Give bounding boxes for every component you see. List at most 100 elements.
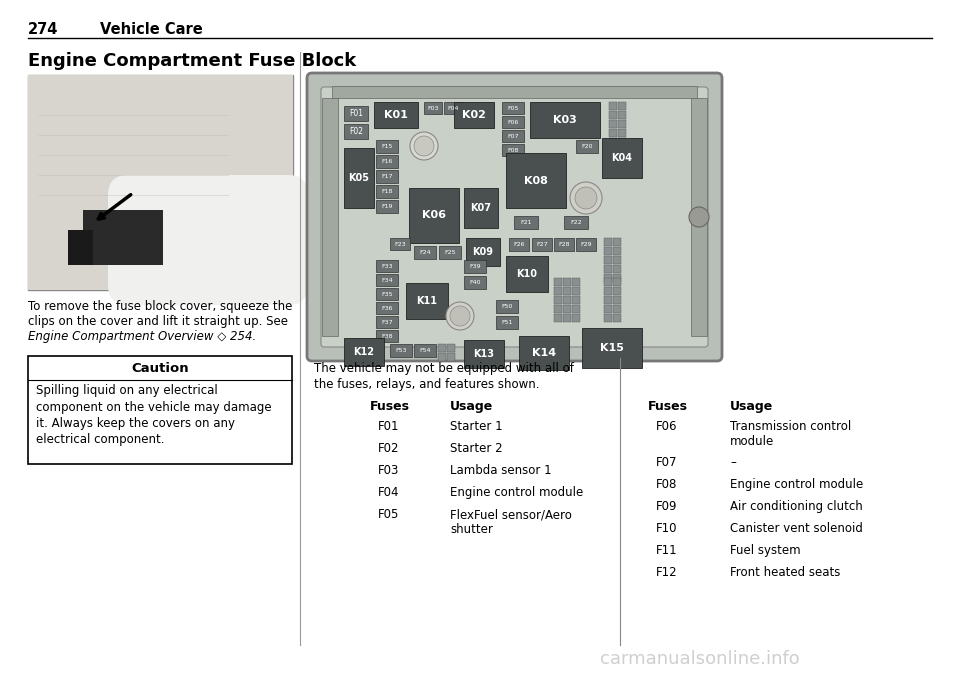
Text: Transmission control: Transmission control — [730, 420, 852, 433]
Bar — [514, 216, 538, 229]
Bar — [618, 138, 626, 146]
Bar — [572, 305, 580, 313]
Bar — [609, 147, 617, 155]
Bar — [604, 247, 612, 255]
Bar — [464, 188, 498, 228]
Bar — [563, 287, 571, 295]
Bar — [376, 302, 398, 314]
Text: Lambda sensor 1: Lambda sensor 1 — [450, 464, 552, 477]
Text: K01: K01 — [384, 110, 408, 120]
Bar — [344, 148, 374, 208]
Circle shape — [410, 132, 438, 160]
Text: F33: F33 — [381, 264, 393, 268]
Text: Spilling liquid on any electrical: Spilling liquid on any electrical — [36, 384, 218, 397]
Bar — [376, 316, 398, 328]
Bar — [554, 287, 562, 295]
Bar — [509, 238, 529, 251]
FancyBboxPatch shape — [108, 175, 308, 305]
Bar — [464, 260, 486, 273]
Text: F23: F23 — [395, 241, 406, 247]
Bar — [554, 296, 562, 304]
Bar — [447, 353, 455, 361]
Bar — [691, 98, 707, 336]
Bar — [618, 102, 626, 110]
Bar — [444, 102, 462, 114]
Bar — [613, 287, 621, 295]
Text: Usage: Usage — [730, 400, 773, 413]
Text: F22: F22 — [570, 220, 582, 225]
Text: F24: F24 — [420, 250, 431, 255]
Bar — [613, 305, 621, 313]
Bar — [613, 238, 621, 246]
Bar — [563, 278, 571, 286]
Text: F03: F03 — [378, 464, 399, 477]
Bar — [506, 153, 566, 208]
Text: F10: F10 — [656, 522, 678, 535]
Bar — [28, 356, 292, 464]
Text: Engine Compartment Overview ◇ 254.: Engine Compartment Overview ◇ 254. — [28, 330, 256, 343]
Text: Front heated seats: Front heated seats — [730, 566, 840, 579]
Text: F05: F05 — [378, 508, 399, 521]
Bar — [609, 129, 617, 137]
Bar — [519, 336, 569, 370]
Text: To remove the fuse block cover, squeeze the: To remove the fuse block cover, squeeze … — [28, 300, 293, 313]
Bar — [502, 144, 524, 156]
Text: K09: K09 — [472, 247, 493, 257]
Bar — [554, 314, 562, 322]
Bar — [376, 274, 398, 286]
Text: Fuel system: Fuel system — [730, 544, 801, 557]
Text: F28: F28 — [559, 242, 569, 247]
Text: F08: F08 — [507, 148, 518, 153]
Text: F25: F25 — [444, 250, 456, 255]
Bar — [390, 344, 412, 357]
Text: F54: F54 — [420, 348, 431, 353]
Text: F36: F36 — [381, 306, 393, 311]
Text: FlexFuel sensor/Aero: FlexFuel sensor/Aero — [450, 508, 572, 521]
Bar — [604, 278, 612, 286]
Text: Usage: Usage — [450, 400, 493, 413]
Text: carmanualsonline.info: carmanualsonline.info — [600, 650, 800, 668]
Text: clips on the cover and lift it straight up. See: clips on the cover and lift it straight … — [28, 315, 288, 328]
Text: K04: K04 — [612, 153, 633, 163]
Text: F15: F15 — [381, 144, 393, 149]
Text: F34: F34 — [381, 277, 393, 283]
Bar — [563, 305, 571, 313]
Bar — [83, 210, 163, 265]
Text: K14: K14 — [532, 348, 556, 358]
Bar — [554, 238, 574, 251]
Text: F07: F07 — [656, 456, 678, 469]
Bar — [454, 102, 494, 128]
Bar — [344, 338, 384, 366]
Bar — [604, 296, 612, 304]
Text: F06: F06 — [507, 119, 518, 125]
Bar — [376, 185, 398, 198]
Text: K10: K10 — [516, 269, 538, 279]
Bar — [502, 102, 524, 114]
Text: Starter 2: Starter 2 — [450, 442, 503, 455]
Text: 274: 274 — [28, 22, 59, 37]
Bar — [502, 130, 524, 142]
Bar — [576, 238, 596, 251]
Text: F51: F51 — [501, 320, 513, 325]
Bar — [554, 305, 562, 313]
Text: F21: F21 — [520, 220, 532, 225]
Bar — [613, 314, 621, 322]
Bar — [572, 314, 580, 322]
Text: F37: F37 — [381, 319, 393, 325]
Bar — [28, 75, 293, 290]
Text: it. Always keep the covers on any: it. Always keep the covers on any — [36, 417, 235, 430]
Text: Air conditioning clutch: Air conditioning clutch — [730, 500, 863, 513]
Bar — [506, 256, 548, 292]
Text: electrical component.: electrical component. — [36, 433, 164, 447]
Bar — [376, 260, 398, 272]
Bar — [613, 265, 621, 273]
Text: F12: F12 — [656, 566, 678, 579]
Text: F08: F08 — [656, 478, 678, 491]
Bar — [344, 106, 368, 121]
Circle shape — [689, 207, 709, 227]
Text: K02: K02 — [462, 110, 486, 120]
Text: module: module — [730, 435, 775, 448]
Bar — [332, 86, 697, 98]
Text: F40: F40 — [469, 280, 481, 285]
Bar — [604, 314, 612, 322]
